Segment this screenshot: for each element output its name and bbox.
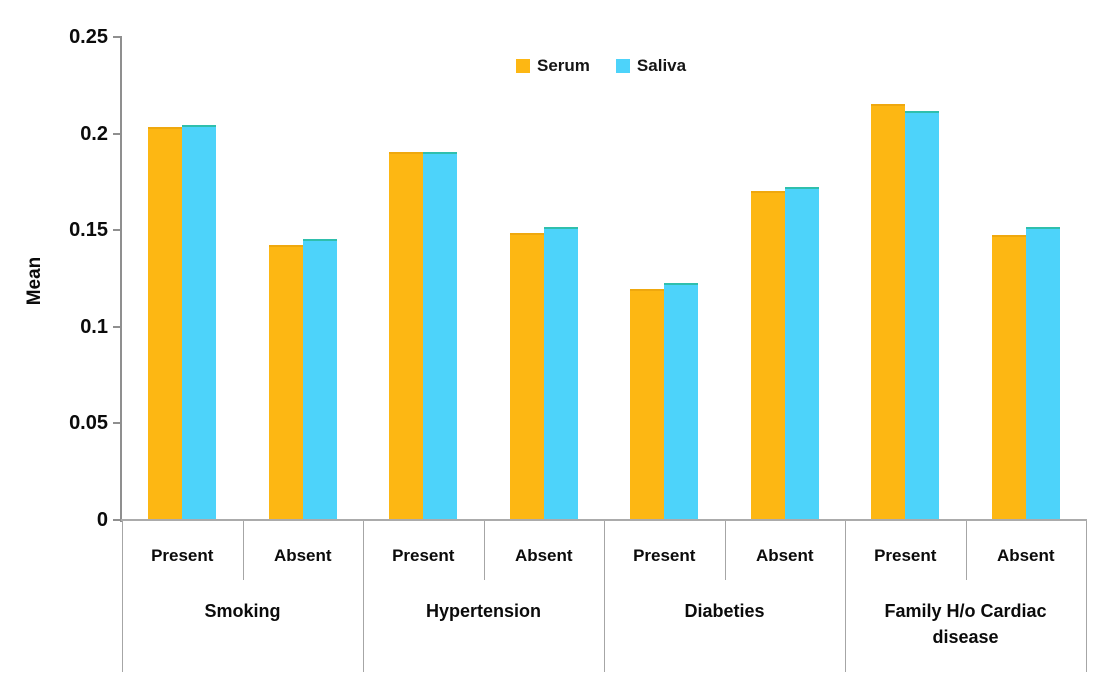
bar-saliva-7 [905, 111, 939, 519]
bar-serum-8 [992, 235, 1026, 519]
subcategory-label: Present [633, 546, 696, 565]
subcategory-divider [966, 521, 967, 580]
group-label: Diabeties [604, 598, 845, 662]
legend-item-serum: Serum [516, 56, 590, 76]
group-label: Smoking [122, 598, 363, 662]
group-divider [363, 521, 364, 672]
group-divider [1086, 521, 1087, 672]
group-divider [845, 521, 846, 672]
y-tick-mark [113, 519, 122, 521]
group-label: Hypertension [363, 598, 604, 662]
subcategory-label: Present [151, 546, 214, 565]
y-tick-label: 0.05 [69, 412, 108, 435]
bar-serum-1 [148, 127, 182, 519]
y-tick-mark [113, 325, 122, 328]
bar-saliva-5 [664, 283, 698, 519]
y-tick-label: 0.25 [69, 26, 108, 48]
y-axis-line [120, 36, 122, 522]
y-tick-mark [113, 422, 122, 425]
y-tick-label: 0.1 [80, 315, 108, 338]
group-label-text: Smoking [204, 601, 281, 621]
bar-saliva-6 [785, 187, 819, 519]
subcategory-label: Present [392, 546, 455, 565]
saliva-swatch-icon [615, 59, 630, 73]
group-label-text: Hypertension [425, 601, 542, 621]
bar-saliva-8 [1026, 227, 1060, 519]
serum-swatch-icon [516, 59, 530, 73]
bar-serum-3 [389, 152, 423, 519]
y-tick-label: 0 [96, 509, 108, 531]
group-divider [122, 521, 123, 672]
subcategory-label: Absent [755, 546, 814, 565]
subcategory-divider [243, 521, 244, 580]
y-tick-label: 0.15 [69, 219, 108, 242]
group-label-text: Diabeties [684, 601, 765, 621]
subcategory-label: Absent [273, 546, 332, 565]
y-tick-label: 0.2 [80, 122, 108, 145]
legend-item-saliva: Saliva [615, 56, 687, 76]
y-tick-mark [113, 229, 122, 232]
bar-serum-7 [871, 104, 905, 519]
group-label-text: Family H/o Cardiac disease [884, 601, 1047, 647]
x-axis-line [121, 519, 1087, 521]
bar-saliva-2 [303, 239, 337, 519]
legend-label-serum: Serum [537, 56, 590, 75]
subcategory-divider [484, 521, 485, 580]
bar-serum-6 [751, 191, 785, 519]
subcategory-divider [725, 521, 726, 580]
group-label: Family H/o Cardiac disease [845, 598, 1086, 662]
bar-saliva-1 [182, 125, 216, 519]
subcategory-label: Absent [514, 546, 573, 565]
subcategory-label: Absent [996, 546, 1055, 565]
bar-serum-2 [269, 245, 303, 519]
y-tick-mark [113, 132, 122, 135]
group-divider [604, 521, 605, 672]
bar-saliva-4 [544, 227, 578, 519]
legend-label-saliva: Saliva [636, 56, 687, 75]
bar-saliva-3 [423, 152, 457, 519]
subcategory-label: Present [874, 546, 937, 565]
y-tick-mark [113, 36, 122, 38]
legend: Serum Saliva [516, 56, 686, 76]
bar-serum-4 [510, 233, 544, 519]
bar-serum-5 [630, 289, 664, 519]
